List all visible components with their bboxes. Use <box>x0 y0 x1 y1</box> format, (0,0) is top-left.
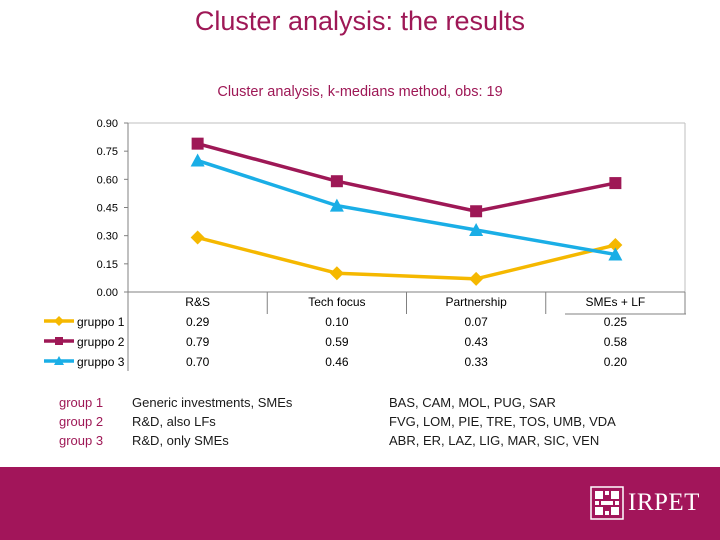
data-table-value: 0.10 <box>325 315 349 329</box>
group-description: R&D, only SMEs <box>132 433 229 448</box>
series-line-gruppo-3 <box>197 158 616 257</box>
irpet-logo: IRPET <box>590 486 700 520</box>
group-description: Generic investments, SMEs <box>132 395 293 410</box>
data-table-value: 0.20 <box>604 355 628 369</box>
data-table-value: 0.59 <box>325 335 349 349</box>
data-point-square <box>609 177 622 190</box>
group-regions: FVG, LOM, PIE, TRE, TOS, UMB, VDA <box>389 414 616 429</box>
data-table-value: 0.70 <box>186 355 210 369</box>
chart-title: Cluster analysis, k-medians method, obs:… <box>217 84 503 100</box>
group-description: R&D, also LFs <box>132 414 216 429</box>
y-tick-label: 0.15 <box>97 259 118 271</box>
group-name: group 3 <box>59 433 104 448</box>
data-point-diamond <box>608 238 623 253</box>
footer-bar <box>0 467 720 540</box>
data-point-diamond <box>469 271 484 286</box>
data-point-triangle <box>329 198 344 212</box>
legend-key-marker <box>54 316 64 326</box>
group-regions: ABR, ER, LAZ, LIG, MAR, SIC, VEN <box>389 433 600 448</box>
group-names-column: group 1 group 2 group 3 <box>59 393 103 450</box>
legend-key-marker <box>55 337 63 345</box>
data-point-diamond <box>329 266 344 281</box>
data-table-value: 0.43 <box>464 335 488 349</box>
legend-series-label: gruppo 1 <box>77 315 125 329</box>
series-line-gruppo-2 <box>197 141 616 214</box>
x-category-label: SMEs + LF <box>586 295 646 309</box>
x-category-label: R&S <box>185 295 210 309</box>
data-table-value: 0.25 <box>604 315 628 329</box>
series-line-gruppo-1 <box>197 235 616 281</box>
group-regions-column: BAS, CAM, MOL, PUG, SAR FVG, LOM, PIE, T… <box>389 393 616 450</box>
y-tick-label: 0.30 <box>97 231 118 243</box>
data-table-value: 0.79 <box>186 335 210 349</box>
data-point-triangle <box>608 247 623 261</box>
line-chart: 0.00 0.15 0.30 0.45 0.60 0.75 0.90 R&S Tech focu… <box>44 118 686 371</box>
data-table-value: 0.07 <box>464 315 488 329</box>
group-descriptions-column: Generic investments, SMEs R&D, also LFs … <box>132 393 292 450</box>
data-point-triangle <box>469 223 484 237</box>
legend-key-marker <box>54 356 64 365</box>
data-table-value: 0.58 <box>604 335 628 349</box>
legend-series-label: gruppo 2 <box>77 335 125 349</box>
y-tick-label: 0.75 <box>97 146 118 158</box>
data-table-value: 0.29 <box>186 315 210 329</box>
legend-series-label: gruppo 3 <box>77 355 125 369</box>
y-tick-label: 0.60 <box>97 174 118 186</box>
y-tick-label: 0.45 <box>97 203 118 215</box>
data-table-value: 0.33 <box>464 355 488 369</box>
data-point-diamond <box>190 230 205 245</box>
slide-title: Cluster analysis: the results <box>194 6 526 36</box>
group-name: group 2 <box>59 414 104 429</box>
data-point-square <box>330 175 343 188</box>
data-table-value: 0.46 <box>325 355 349 369</box>
y-tick-label: 0.90 <box>97 118 118 130</box>
group-name: group 1 <box>59 395 104 410</box>
data-point-triangle <box>190 153 205 167</box>
logo-mark-icon <box>590 486 624 520</box>
y-tick-label: 0.00 <box>97 287 118 299</box>
logo-text: IRPET <box>628 489 700 516</box>
x-category-label: Tech focus <box>308 295 365 309</box>
x-category-label: Partnership <box>445 295 507 309</box>
group-regions: BAS, CAM, MOL, PUG, SAR <box>389 395 556 410</box>
data-point-square <box>191 137 204 150</box>
data-point-square <box>470 205 483 218</box>
